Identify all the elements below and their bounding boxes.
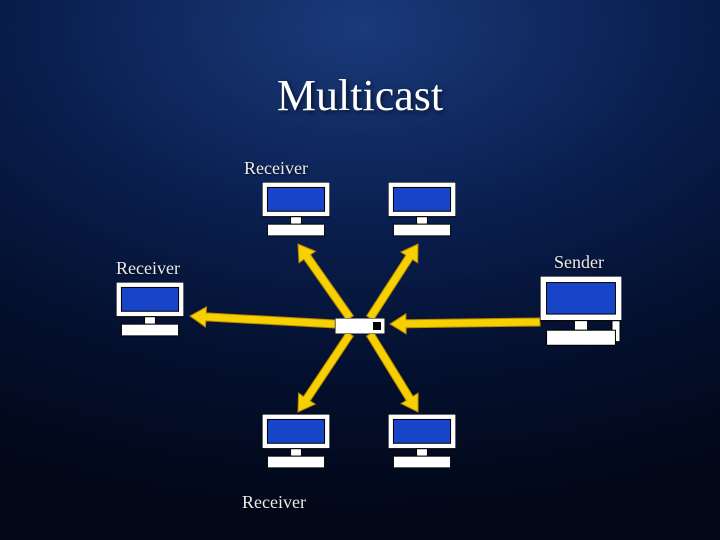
switch-center (335, 318, 385, 334)
pc-top-right (388, 182, 456, 238)
label-receiver-left: Receiver (116, 258, 180, 279)
label-sender: Sender (554, 252, 604, 273)
pc-bottom-right (388, 414, 456, 470)
label-receiver-top: Receiver (244, 158, 308, 179)
pc-sender (540, 276, 622, 348)
slide-title: Multicast (0, 70, 720, 121)
pc-top-left (262, 182, 330, 238)
slide-root: Multicast Receiver Receiver Sender Recei… (0, 0, 720, 540)
pc-bottom-left (262, 414, 330, 470)
pc-left (116, 282, 184, 338)
label-receiver-bottom: Receiver (242, 492, 306, 513)
